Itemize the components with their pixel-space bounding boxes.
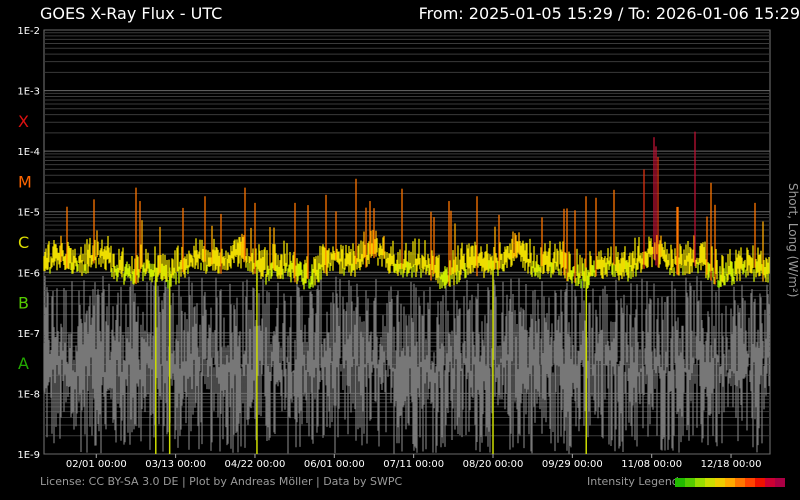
- legend-swatch: [715, 478, 725, 487]
- flare-class-c: C: [18, 233, 29, 252]
- legend-swatch: [685, 478, 695, 487]
- y-tick-label: 1E-2: [17, 26, 40, 37]
- x-tick-label: 12/18 00:00: [701, 459, 762, 470]
- legend-swatch: [765, 478, 775, 487]
- legend-swatch: [675, 478, 685, 487]
- x-tick-label: 03/13 00:00: [145, 459, 206, 470]
- y-tick-label: 1E-8: [17, 389, 40, 400]
- x-tick-label: 09/29 00:00: [542, 459, 603, 470]
- legend-swatch: [745, 478, 755, 487]
- legend-swatch: [695, 478, 705, 487]
- legend-swatch: [735, 478, 745, 487]
- y-tick-label: 1E-9: [17, 450, 40, 461]
- legend-swatch: [775, 478, 785, 487]
- flare-class-x: X: [18, 112, 29, 131]
- legend-swatch: [725, 478, 735, 487]
- y-tick-label: 1E-6: [17, 268, 40, 279]
- x-tick-label: 07/11 00:00: [383, 459, 444, 470]
- series-short: [43, 275, 770, 454]
- legend-swatch: [755, 478, 765, 487]
- intensity-legend-label: Intensity Legend: [587, 475, 679, 488]
- flare-class-b: B: [18, 294, 29, 313]
- intensity-legend-bar: [675, 478, 785, 487]
- y-tick-label: 1E-7: [17, 329, 40, 340]
- x-tick-label: 11/08 00:00: [621, 459, 682, 470]
- flare-class-a: A: [18, 354, 29, 373]
- time-range-label: From: 2025-01-05 15:29 / To: 2026-01-06 …: [418, 4, 800, 23]
- x-tick-label: 04/22 00:00: [225, 459, 286, 470]
- y-tick-label: 1E-3: [17, 87, 40, 98]
- x-tick-label: 02/01 00:00: [66, 459, 127, 470]
- y-axis-label: Short, Long (W/m²): [786, 183, 800, 298]
- y-tick-label: 1E-4: [17, 147, 40, 158]
- y-tick-label: 1E-5: [17, 208, 40, 219]
- flare-class-m: M: [18, 172, 32, 191]
- chart-title: GOES X-Ray Flux - UTC: [40, 4, 223, 23]
- license-text: License: CC BY-SA 3.0 DE | Plot by Andre…: [40, 475, 403, 488]
- x-tick-label: 08/20 00:00: [463, 459, 524, 470]
- legend-swatch: [705, 478, 715, 487]
- x-tick-label: 06/01 00:00: [304, 459, 365, 470]
